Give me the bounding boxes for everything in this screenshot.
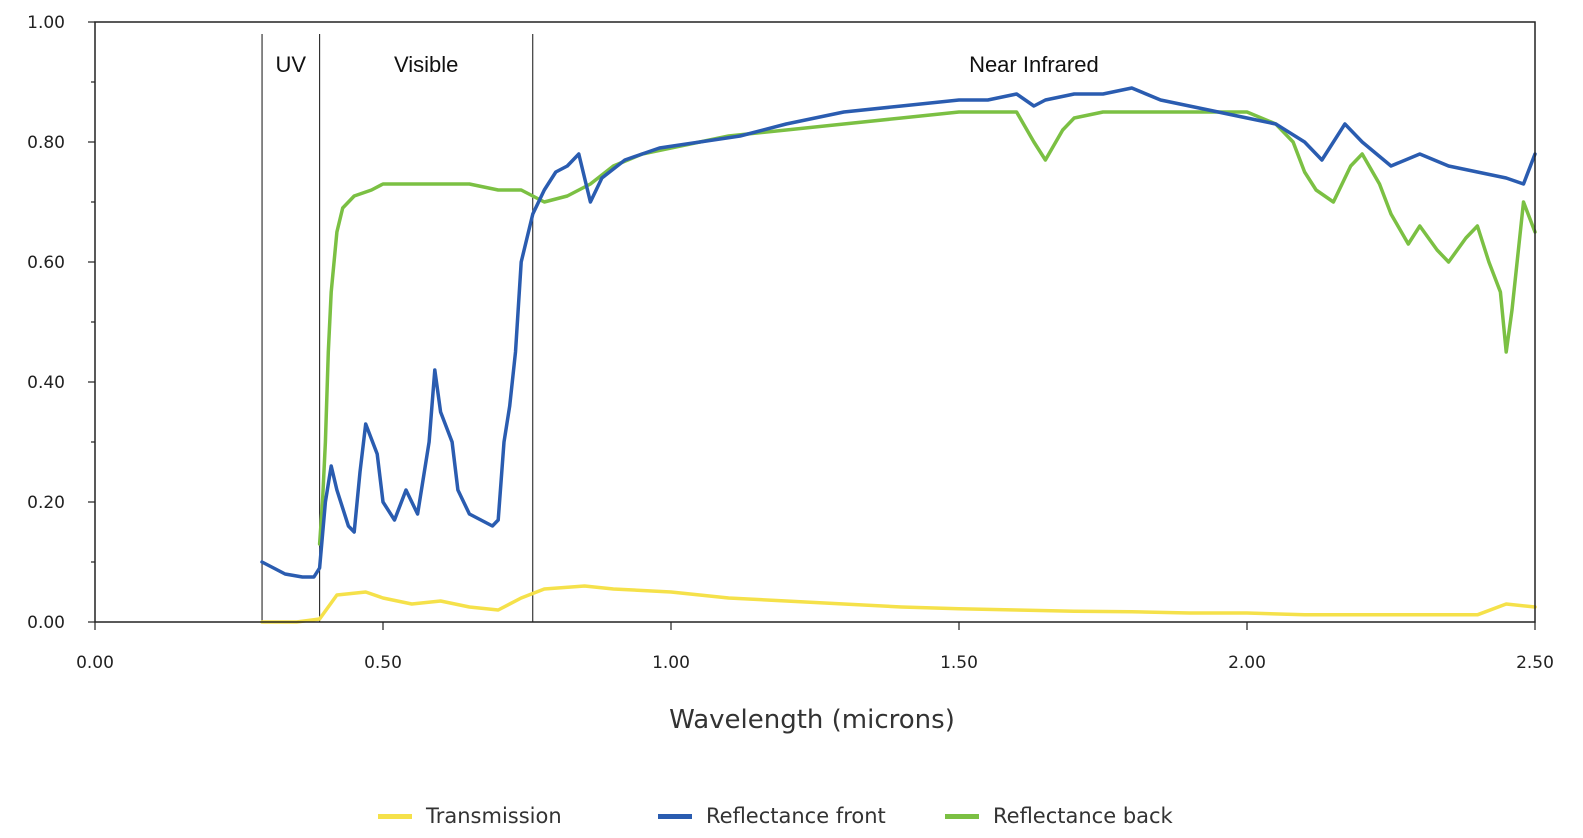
legend-item: Reflectance back bbox=[945, 796, 1173, 836]
y-tick-label: 0.80 bbox=[27, 133, 65, 153]
legend-swatch bbox=[658, 813, 692, 819]
y-tick-label: 0.40 bbox=[27, 373, 65, 393]
x-tick-label: 0.00 bbox=[76, 653, 114, 673]
x-axis: 0.00 0.50 1.00 1.50 2.00 2.50 bbox=[76, 622, 1554, 673]
legend-label: Transmission bbox=[426, 804, 562, 828]
legend-label: Reflectance front bbox=[706, 804, 886, 828]
series-line-reflectance-front bbox=[260, 86, 1537, 579]
x-tick-label: 2.00 bbox=[1228, 653, 1266, 673]
legend: Transmission Reflectance front Reflectance… bbox=[0, 796, 1583, 836]
y-tick-label: 0.60 bbox=[27, 253, 65, 273]
region-label: Visible bbox=[394, 52, 458, 77]
y-tick-label: 1.00 bbox=[27, 13, 65, 33]
plot-area-frame bbox=[94, 21, 1536, 623]
legend-swatch bbox=[945, 813, 979, 819]
legend-item: Reflectance front bbox=[658, 796, 886, 836]
series-line-reflectance-back bbox=[317, 110, 1537, 546]
series-line-transmission bbox=[260, 584, 1537, 624]
y-axis: 0.00 0.20 0.40 0.60 0.80 1.00 bbox=[27, 13, 95, 633]
x-tick-label: 0.50 bbox=[364, 653, 402, 673]
x-axis-title: Wavelength (microns) bbox=[669, 705, 955, 735]
region-dividers: UV Visible Near Infrared bbox=[261, 34, 1099, 622]
legend-label: Reflectance back bbox=[993, 804, 1173, 828]
x-tick-label: 1.00 bbox=[652, 653, 690, 673]
region-label: Near Infrared bbox=[969, 52, 1099, 77]
x-tick-label: 1.50 bbox=[940, 653, 978, 673]
x-tick-label: 2.50 bbox=[1516, 653, 1554, 673]
region-label: UV bbox=[276, 52, 307, 77]
legend-item: Transmission bbox=[378, 796, 562, 836]
y-tick-label: 0.00 bbox=[27, 613, 65, 633]
legend-swatch bbox=[378, 813, 412, 819]
y-tick-label: 0.20 bbox=[27, 493, 65, 513]
series-lines bbox=[260, 86, 1537, 624]
